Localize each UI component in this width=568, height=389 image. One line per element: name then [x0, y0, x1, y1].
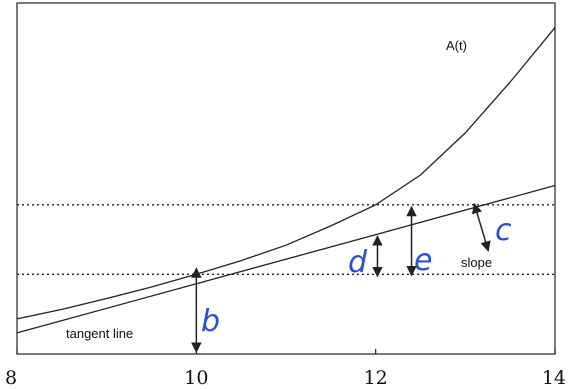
- plot-frame: [16, 2, 556, 355]
- curve-A-line: [16, 27, 556, 320]
- arrow-c: [471, 202, 491, 252]
- x-tick-label: 8: [5, 367, 17, 389]
- tangent-line-label: tangent line: [66, 326, 133, 341]
- x-tick-label: 12: [364, 367, 388, 389]
- hand-label-e: e: [414, 243, 432, 278]
- x-tick-label: 10: [184, 367, 208, 389]
- curve-label: A(t): [446, 38, 467, 53]
- slope-label: slope: [461, 255, 492, 270]
- hand-label-b: b: [201, 304, 220, 339]
- x-tick-label: 14: [542, 367, 566, 389]
- tangent-line: [16, 184, 556, 334]
- hand-label-c: c: [495, 213, 512, 248]
- hand-label-d: d: [348, 245, 368, 280]
- lines-layer: [16, 27, 556, 334]
- x-axis: 8 10 12 14: [5, 349, 566, 389]
- annotation-layer: [191, 202, 491, 354]
